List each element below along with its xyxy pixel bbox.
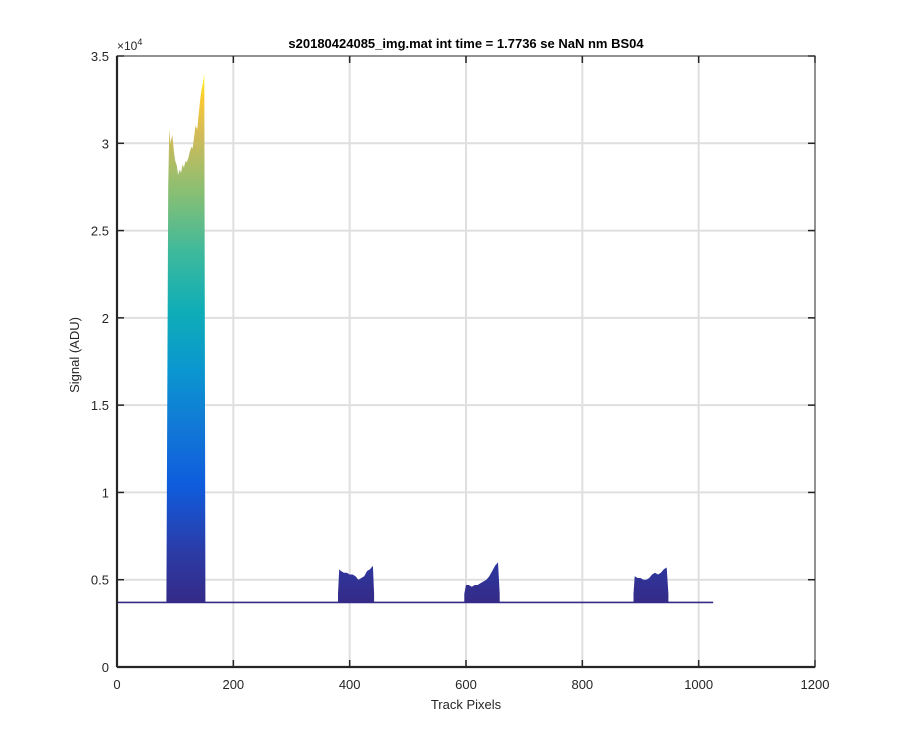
y-tick-label: 1.5 bbox=[91, 398, 109, 413]
y-exponent-label: ×104 bbox=[117, 37, 142, 53]
y-exponent-power: 4 bbox=[137, 37, 142, 47]
y-tick-label: 0.5 bbox=[91, 573, 109, 588]
x-tick-label: 1200 bbox=[801, 677, 830, 692]
x-axis-label: Track Pixels bbox=[431, 697, 502, 712]
x-tick-label: 400 bbox=[339, 677, 361, 692]
x-tick-label: 1000 bbox=[684, 677, 713, 692]
signal-peak-2 bbox=[338, 565, 375, 603]
y-tick-label: 2.5 bbox=[91, 224, 109, 239]
signal-peak-1 bbox=[166, 73, 206, 603]
x-tick-label: 600 bbox=[455, 677, 477, 692]
axes-layer bbox=[115, 55, 816, 669]
grid-lines bbox=[117, 56, 815, 667]
y-tick-label: 0 bbox=[102, 660, 109, 675]
y-tick-label: 1 bbox=[102, 485, 109, 500]
chart-title: s20180424085_img.mat int time = 1.7736 s… bbox=[288, 36, 644, 51]
signal-peak-4 bbox=[633, 567, 669, 603]
y-tick-label: 3.5 bbox=[91, 49, 109, 64]
y-tick-label: 3 bbox=[102, 136, 109, 151]
x-tick-label: 200 bbox=[222, 677, 244, 692]
signal-peak-3 bbox=[464, 562, 500, 603]
tick-labels: 0 200 400 600 800 1000 1200 0 0.5 1 1.5 2 2.5 3 3.5 bbox=[91, 49, 830, 692]
y-tick-label: 2 bbox=[102, 311, 109, 326]
y-exponent-base: ×10 bbox=[117, 39, 138, 53]
series-layer bbox=[117, 73, 714, 604]
x-tick-label: 0 bbox=[113, 677, 120, 692]
y-axis-label: Signal (ADU) bbox=[67, 317, 82, 393]
x-tick-label: 800 bbox=[571, 677, 593, 692]
